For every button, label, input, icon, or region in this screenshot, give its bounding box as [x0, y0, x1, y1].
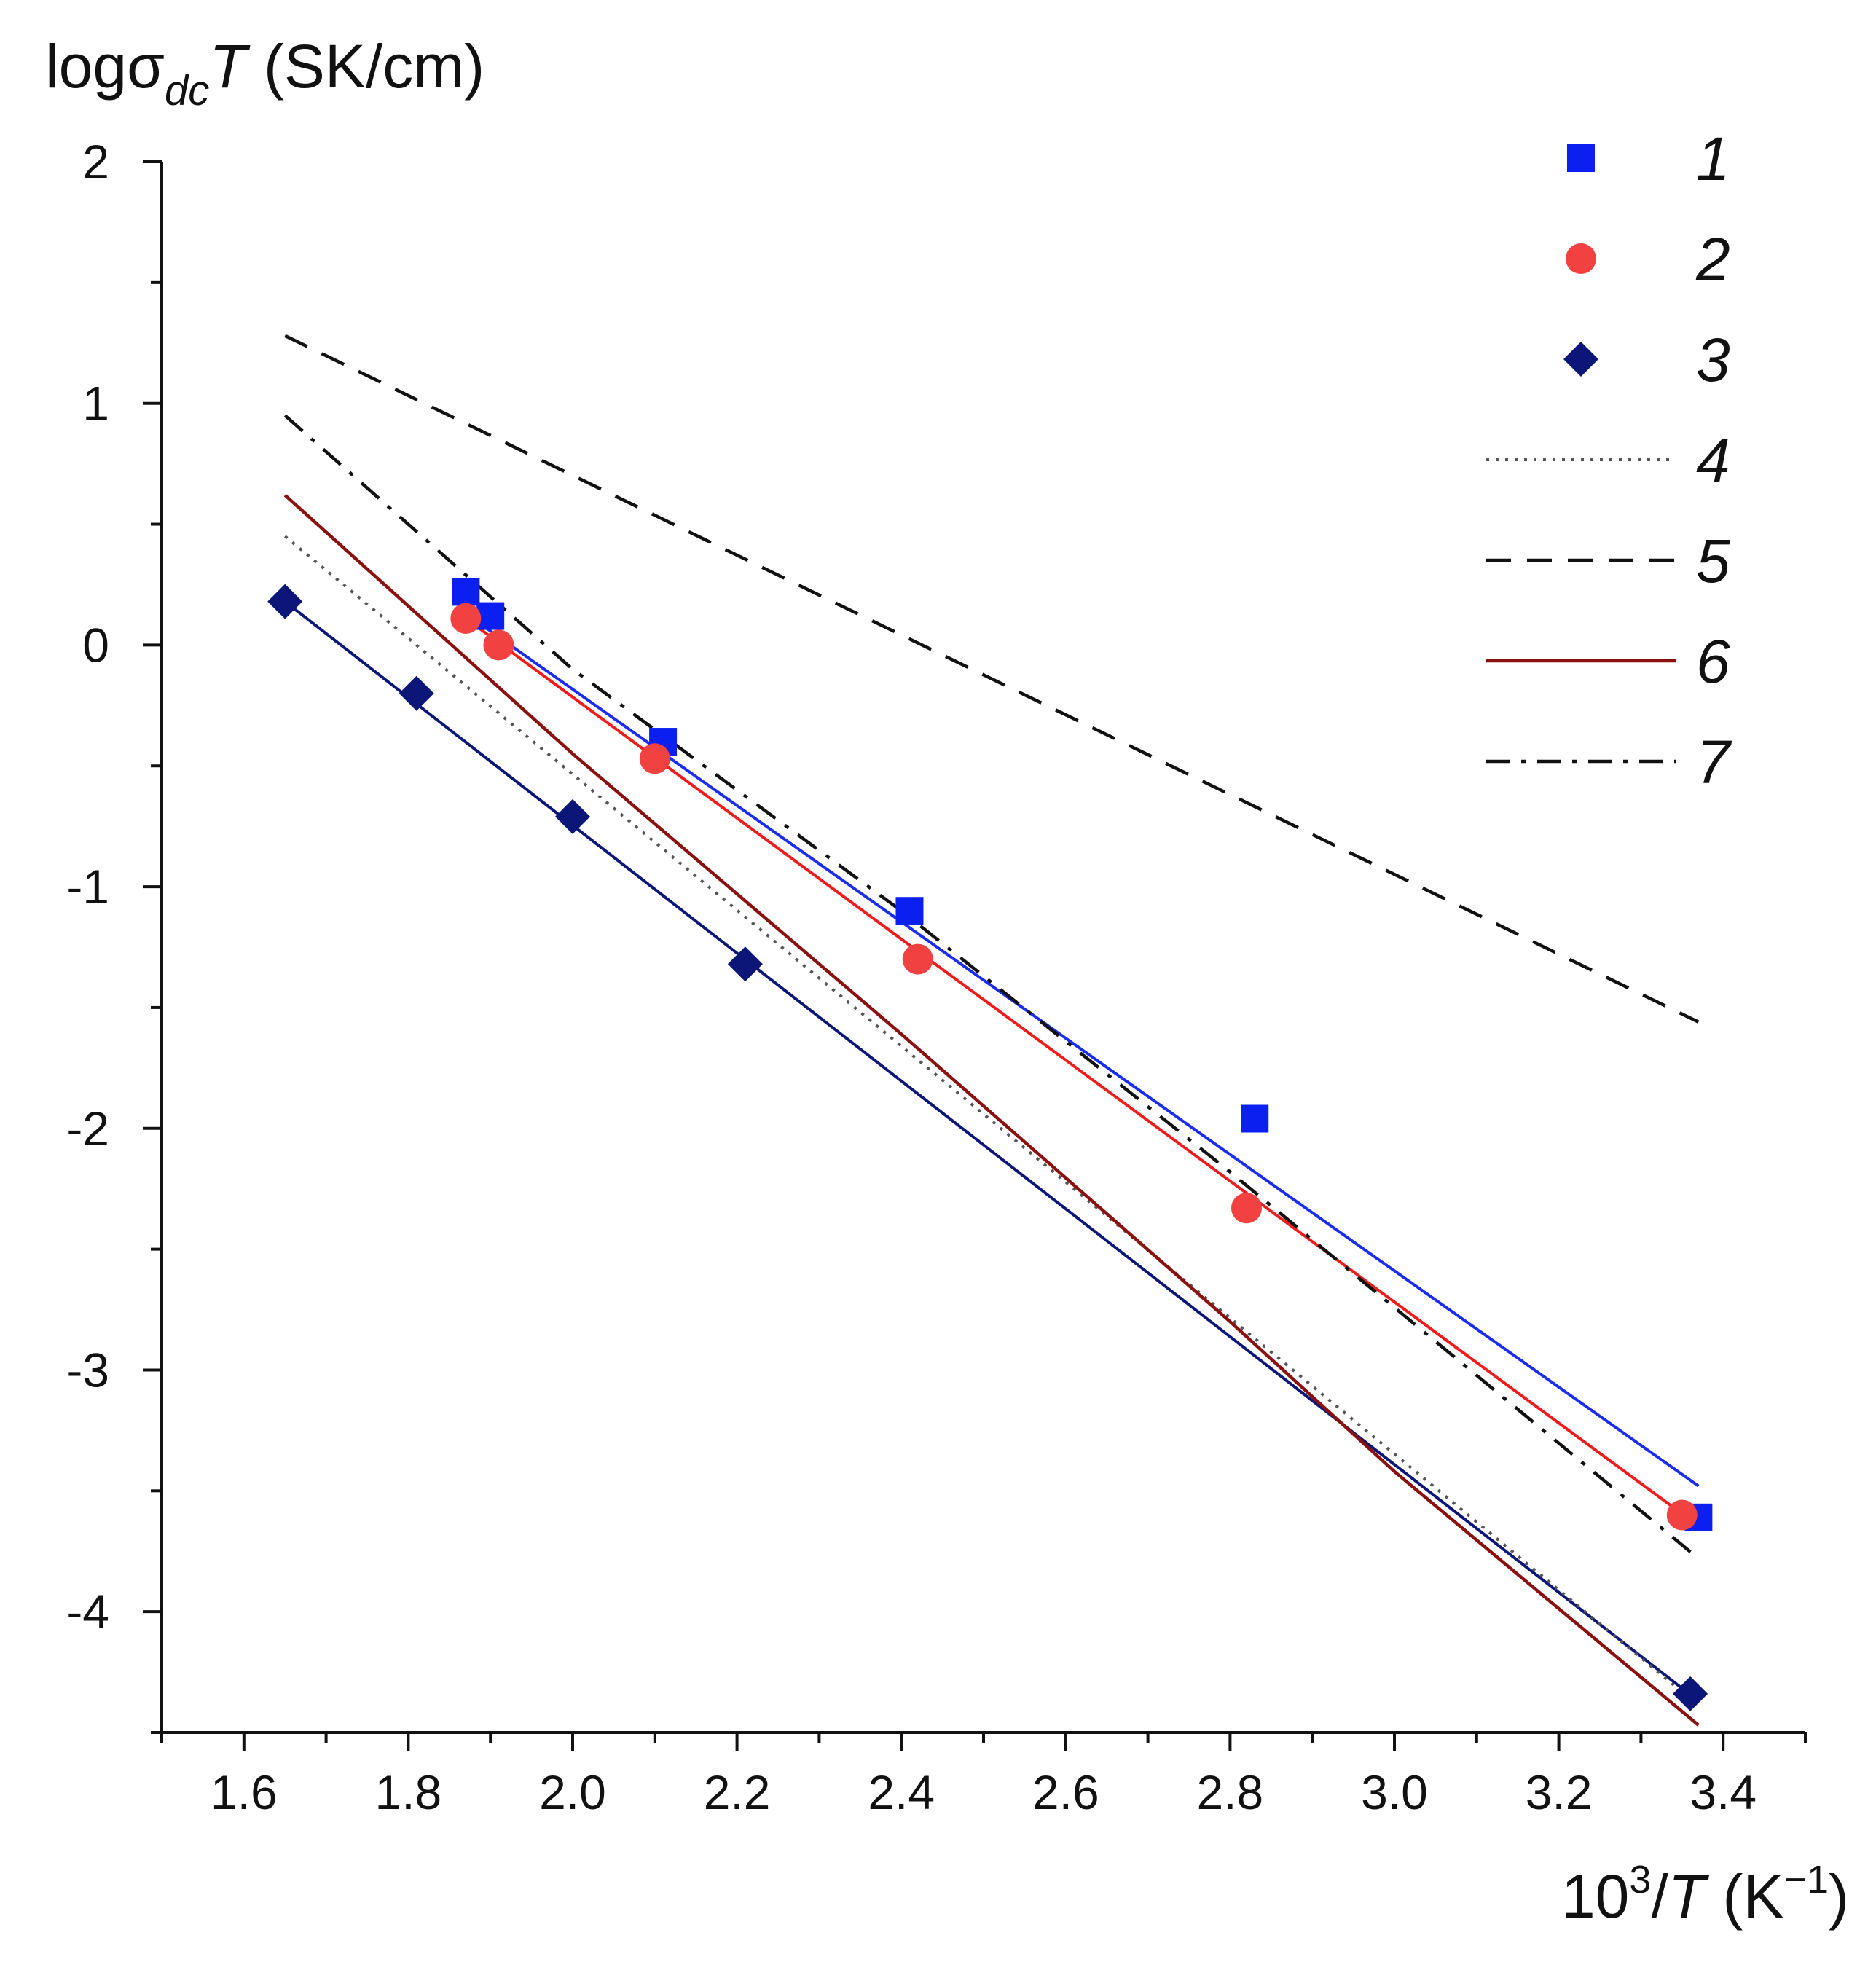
- axes: 1.6 1.8 2.0 2.2 2.4 2.6 2.8 3.0 3.2 3.4 -4 -3 -2 -1 0 1…: [66, 135, 1807, 1819]
- y-tick-label: -4: [66, 1585, 109, 1638]
- legend-label-4: 4: [1696, 426, 1730, 495]
- point-series-2: [483, 629, 514, 661]
- point-series-3: [399, 675, 434, 711]
- y-axis-title-main: logσ: [45, 32, 165, 101]
- y-axis-title-unit: (SK/cm): [247, 32, 485, 101]
- fit-line-series-2: [465, 617, 1692, 1521]
- x-axis-title-unit-open: (K: [1706, 1862, 1783, 1931]
- point-series-2: [902, 943, 933, 975]
- legend-label-2: 2: [1695, 225, 1730, 294]
- point-series-3: [267, 584, 303, 619]
- legend-symbol-3: [1563, 342, 1598, 377]
- x-tick-label: 2.4: [868, 1765, 935, 1819]
- y-tick-label: 1: [82, 377, 109, 431]
- legend-symbol-2: [1566, 243, 1596, 274]
- legend: 1 2 3 4 5 6 7: [1486, 125, 1732, 796]
- x-tick-label: 2.0: [539, 1765, 606, 1819]
- x-axis-title: 103/T (K−1): [1561, 1858, 1849, 1931]
- legend-label-5: 5: [1696, 527, 1730, 595]
- point-series-1: [476, 602, 505, 630]
- plot-markers: [267, 578, 1713, 1711]
- y-tick-label: -3: [66, 1343, 109, 1397]
- point-series-2: [1666, 1499, 1698, 1531]
- point-series-1: [1241, 1104, 1269, 1133]
- point-series-3: [727, 946, 763, 982]
- x-axis-title-sup: 3: [1629, 1858, 1651, 1902]
- legend-label-6: 6: [1696, 627, 1730, 696]
- y-axis-title: logσdcT (SK/cm): [45, 32, 484, 114]
- line-series-5: [284, 334, 1700, 1024]
- x-tick-label: 3.2: [1526, 1765, 1593, 1819]
- point-series-2: [450, 603, 482, 634]
- x-tick-label: 1.8: [375, 1765, 442, 1819]
- point-series-2: [1231, 1193, 1262, 1224]
- x-tick-label: 3.4: [1689, 1765, 1757, 1819]
- point-series-2: [639, 743, 670, 774]
- fit-line-series-3: [283, 600, 1700, 1703]
- x-tick-label: 2.6: [1032, 1765, 1099, 1819]
- y-axis-title-sub: dc: [165, 67, 209, 114]
- y-axis-title-var: T: [209, 32, 251, 101]
- line-series-6: [283, 494, 1700, 1727]
- x-tick-label: 1.6: [211, 1765, 278, 1819]
- fit-line-series-1: [465, 612, 1700, 1488]
- y-tick-label: -2: [66, 1102, 109, 1155]
- x-axis-title-unit-sup: −1: [1783, 1858, 1829, 1902]
- point-series-3: [555, 798, 590, 834]
- x-axis-title-var: T: [1668, 1862, 1710, 1931]
- y-tick-label: 2: [82, 135, 109, 189]
- x-axis-title-base: 10: [1561, 1862, 1629, 1931]
- y-tick-label: -1: [66, 860, 109, 914]
- x-tick-label: 3.0: [1361, 1765, 1428, 1819]
- line-series-4: [283, 535, 1692, 1700]
- legend-symbol-1: [1567, 144, 1595, 172]
- y-tick-label: 0: [82, 618, 109, 672]
- x-tick-label: 2.2: [704, 1765, 771, 1819]
- plot-lines: [283, 334, 1700, 1727]
- x-tick-label: 2.8: [1197, 1765, 1264, 1819]
- legend-label-7: 7: [1696, 728, 1732, 796]
- x-axis-title-unit-close: ): [1829, 1862, 1849, 1931]
- point-series-3: [1673, 1676, 1708, 1711]
- point-series-1: [452, 578, 480, 606]
- point-series-1: [895, 897, 924, 925]
- legend-label-1: 1: [1696, 125, 1730, 193]
- x-axis-title-slash: /: [1651, 1862, 1668, 1931]
- legend-label-3: 3: [1696, 326, 1730, 394]
